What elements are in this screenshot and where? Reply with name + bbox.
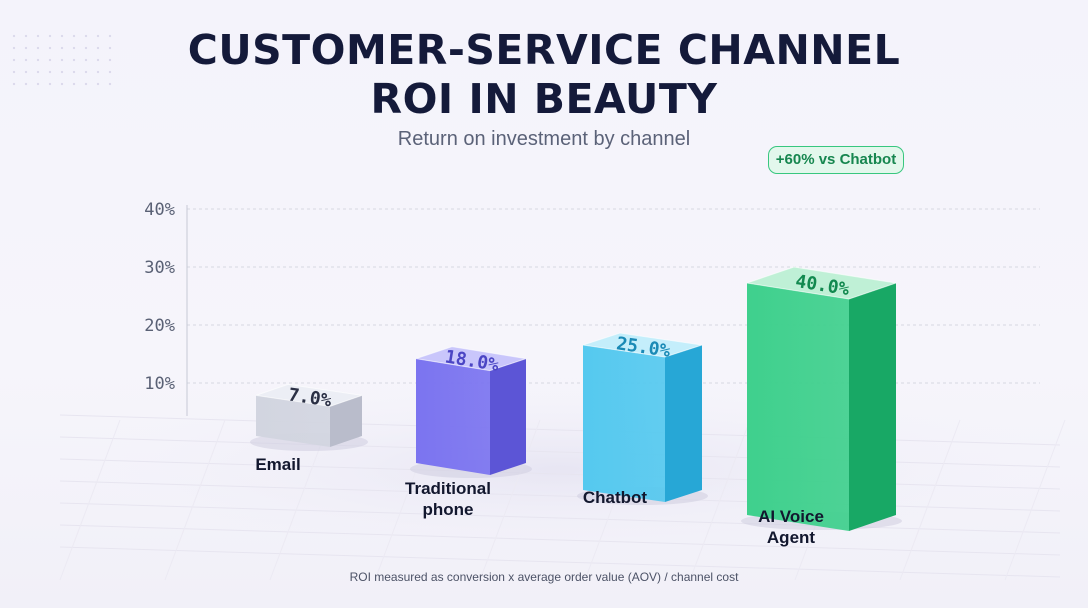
y-tick-label: 10% (144, 374, 175, 394)
floor-glow (40, 375, 1080, 565)
category-label-line: Traditional (405, 479, 491, 498)
y-tick-label: 20% (144, 316, 175, 336)
y-axis: 10% 20% 30% 40% (144, 200, 188, 416)
floor-line (59, 502, 1061, 534)
chart-title-line-1: CUSTOMER-SERVICE CHANNEL (187, 26, 901, 74)
chart-title-line-2: ROI IN BEAUTY (370, 75, 718, 123)
category-label-line: Agent (767, 528, 816, 547)
bar-side-face (665, 345, 702, 502)
floor-line (164, 419, 226, 581)
bar-side-face (849, 283, 896, 531)
category-label: Email (255, 455, 300, 474)
bar-4: 40.0% (741, 266, 902, 531)
floor-line (59, 524, 1061, 556)
bar-top-face (582, 332, 703, 358)
category-labels: Email Traditional phone Chatbot AI Voice Agen… (255, 455, 824, 547)
category-label: Traditional phone (405, 479, 491, 519)
bar-3: 25.0% (577, 332, 708, 505)
bar-top-face (415, 346, 527, 372)
category-label-line: Email (255, 455, 300, 474)
bars: 7.0% 18.0% 25.0% 40.0% (250, 266, 902, 531)
bar-top-face (746, 266, 897, 300)
bar-front-face (747, 283, 849, 531)
bar-front-face (256, 395, 330, 447)
bar-2: 18.0% (410, 346, 532, 478)
y-tick-label: 40% (144, 200, 175, 220)
bar-top-face (255, 383, 363, 407)
floor-line (1004, 419, 1066, 581)
bar-side-face (490, 358, 526, 475)
decorative-dot-grid (8, 30, 118, 90)
bar-1: 7.0% (250, 383, 368, 451)
category-label-line: Chatbot (583, 488, 648, 507)
callout-badge: +60% vs Chatbot (768, 146, 904, 174)
bar-front-face (416, 358, 490, 475)
footnote: ROI measured as conversion x average ord… (349, 570, 739, 584)
category-label: AI Voice Agent (758, 507, 824, 547)
floor-line (479, 419, 541, 581)
category-label-line: AI Voice (758, 507, 824, 526)
floor-line (689, 419, 751, 581)
bar-front-face (583, 345, 665, 502)
floor-line (59, 419, 121, 581)
bar-side-face (330, 395, 362, 447)
chart-subtitle: Return on investment by channel (397, 128, 691, 150)
floor-line (899, 419, 961, 581)
floor-line (59, 546, 1061, 578)
category-label: Chatbot (583, 488, 648, 507)
y-tick-label: 30% (144, 258, 175, 278)
category-label-line: phone (423, 500, 474, 519)
